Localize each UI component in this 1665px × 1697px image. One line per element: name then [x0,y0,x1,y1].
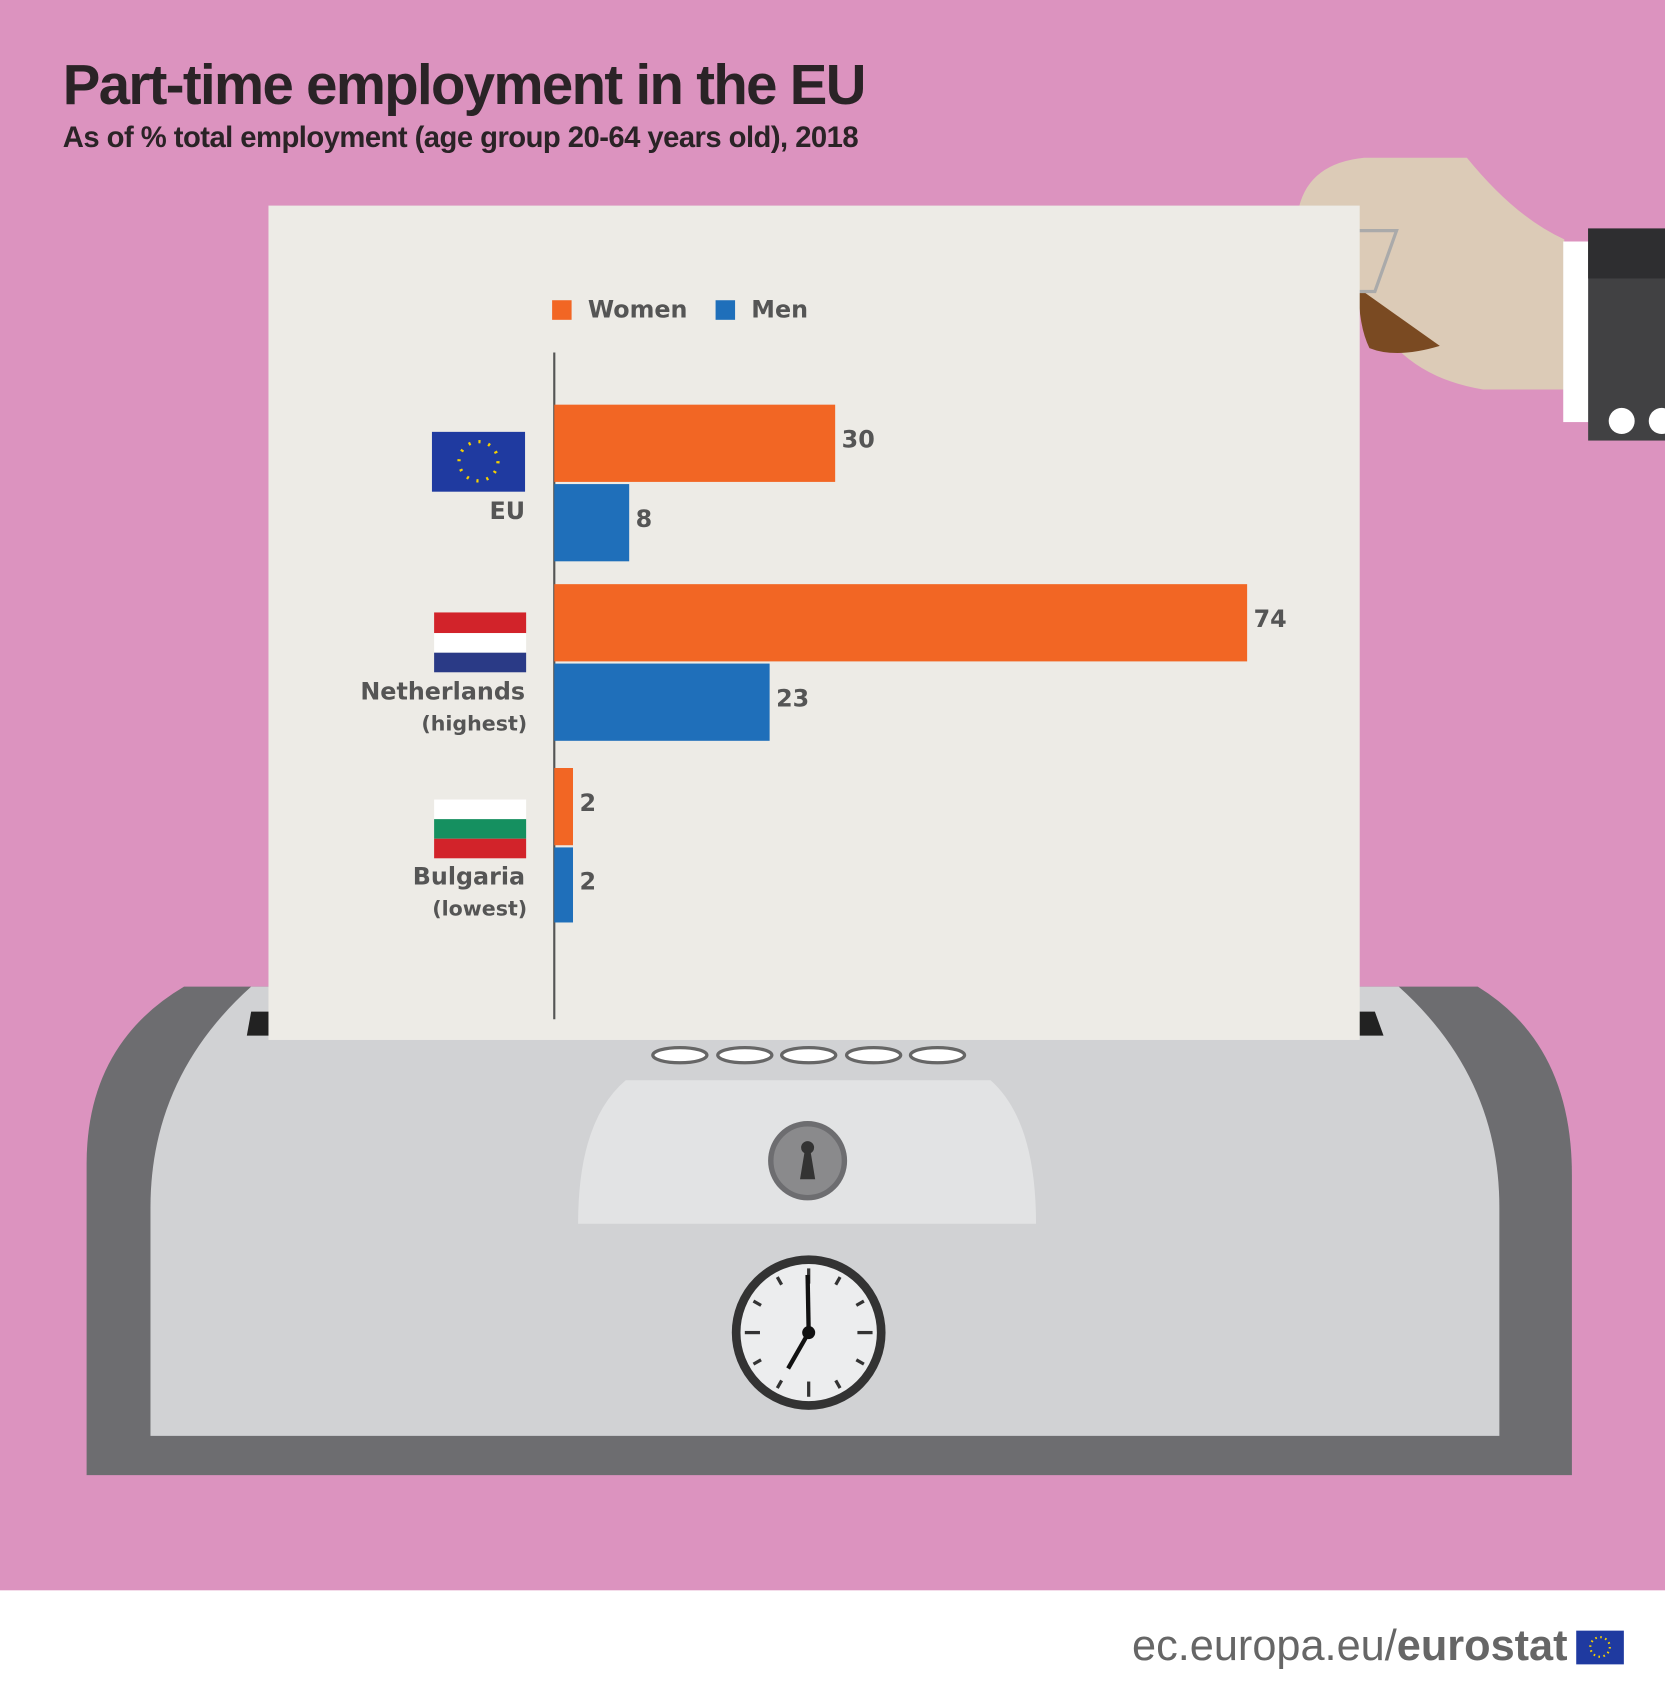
category-note: (highest) [421,711,527,735]
category-label: Bulgaria [413,862,525,890]
bar [554,404,836,482]
legend-swatch [552,300,572,320]
bar [554,584,1248,662]
category-label: Netherlands [360,677,525,705]
flag-eu [431,431,526,492]
value-label: 8 [636,505,653,533]
footer-flag [1576,1630,1624,1665]
chart-title: Part-time employment in the EU [63,53,865,116]
legend-swatch [715,300,736,320]
value-label: 30 [842,426,875,454]
legend-label: Men [751,296,808,324]
bar [554,847,574,923]
flag-bg [434,799,527,859]
value-label: 74 [1254,605,1287,633]
source-name: eurostat [1397,1623,1568,1671]
source-domain: ec.europa.eu/ [1132,1623,1398,1671]
bar [554,663,770,741]
bar [554,484,630,562]
value-label: 2 [579,789,596,817]
flag-nl [434,612,527,673]
footer [0,1590,1665,1697]
value-label: 2 [579,867,596,895]
keyhole [800,1141,816,1180]
category-note: (lowest) [432,896,527,920]
bar [554,768,574,846]
buttons [651,1045,967,1065]
value-label: 23 [776,684,809,712]
clock [731,1255,886,1410]
source: ec.europa.eu/eurostat [1132,1623,1568,1671]
chart-subtitle: As of % total employment (age group 20-6… [63,121,859,154]
category-label: EU [489,497,525,525]
legend-label: Women [588,296,688,324]
